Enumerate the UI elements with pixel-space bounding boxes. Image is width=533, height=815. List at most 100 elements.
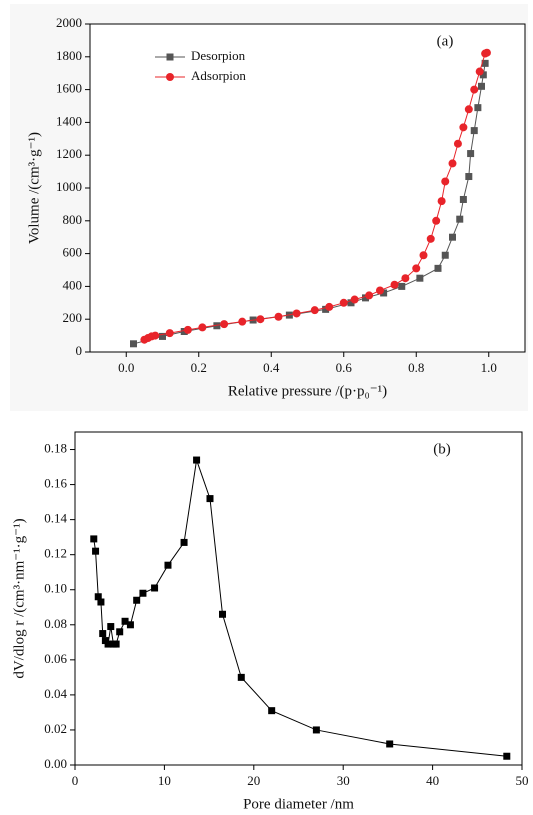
marker (325, 302, 334, 311)
marker (419, 251, 428, 260)
legend-label: Adsorpion (191, 68, 246, 83)
marker (380, 289, 388, 297)
x-tick-label: 50 (516, 773, 529, 788)
marker (350, 295, 359, 304)
marker (193, 456, 201, 464)
marker (376, 286, 384, 295)
marker (101, 637, 109, 645)
y-axis-label: Volume /(cm³·g⁻¹) (26, 132, 42, 244)
marker (292, 309, 301, 318)
y-tick-label: 0.18 (44, 441, 67, 456)
y-tick-label: 0.14 (44, 511, 67, 526)
marker (310, 306, 319, 315)
y-tick-label: 1800 (56, 48, 82, 63)
marker (104, 640, 112, 648)
marker (97, 598, 105, 606)
marker (99, 630, 107, 638)
marker (474, 104, 482, 112)
marker (362, 294, 369, 302)
marker (213, 322, 221, 330)
annotation: (b) (433, 441, 451, 457)
marker (130, 340, 137, 348)
marker (107, 623, 115, 631)
marker (268, 707, 276, 715)
marker (479, 71, 487, 79)
y-tick-label: 0.04 (44, 686, 67, 701)
marker (274, 312, 283, 321)
y-tick-label: 1000 (56, 179, 82, 194)
marker (347, 299, 355, 307)
marker (441, 251, 449, 259)
y-tick-label: 600 (63, 245, 83, 260)
y-tick-label: 0.06 (44, 651, 67, 666)
series-line (144, 52, 488, 341)
x-tick-label: 0.2 (191, 360, 207, 375)
marker (126, 621, 134, 629)
marker (426, 234, 435, 243)
marker (441, 177, 450, 186)
y-tick-label: 0.00 (44, 756, 67, 771)
marker (470, 127, 478, 135)
marker (481, 59, 489, 67)
marker (183, 325, 192, 334)
marker (206, 495, 214, 503)
y-tick-label: 2000 (56, 15, 82, 30)
marker (133, 596, 141, 604)
annotation: (a) (437, 33, 454, 49)
marker (151, 584, 159, 592)
marker (339, 298, 348, 307)
marker (151, 331, 160, 340)
marker (256, 315, 265, 324)
y-tick-label: 200 (63, 310, 83, 325)
x-tick-label: 0.4 (263, 360, 280, 375)
marker (398, 282, 406, 290)
marker (139, 589, 147, 597)
y-tick-label: 1400 (56, 113, 82, 128)
marker (112, 640, 120, 648)
plot-area (89, 23, 526, 353)
marker (453, 139, 462, 148)
marker (365, 291, 374, 300)
x-tick-label: 0.8 (408, 360, 424, 375)
marker (90, 535, 98, 543)
x-axis-label: Pore diameter /nm (243, 796, 354, 812)
marker (165, 329, 174, 338)
marker (180, 538, 188, 546)
marker (412, 264, 421, 273)
x-tick-label: 30 (337, 773, 350, 788)
y-tick-label: 0.02 (44, 721, 67, 736)
y-tick-label: 0 (76, 343, 83, 358)
marker (238, 317, 247, 326)
marker (416, 274, 424, 282)
marker (459, 195, 467, 203)
marker (390, 280, 399, 289)
marker (219, 610, 227, 618)
marker (437, 197, 446, 206)
marker (448, 159, 457, 168)
y-tick-label: 800 (63, 212, 83, 227)
y-tick-label: 0.12 (44, 546, 67, 561)
marker (503, 752, 511, 760)
marker (237, 673, 245, 681)
marker (401, 274, 410, 283)
marker (220, 320, 229, 329)
y-axis-label: dV/dlog r /(cm³·nm⁻¹·g⁻¹) (11, 518, 27, 678)
y-tick-label: 1200 (56, 146, 82, 161)
marker (467, 150, 475, 158)
marker (322, 305, 330, 313)
marker (482, 48, 491, 57)
marker (475, 67, 484, 76)
marker (465, 173, 473, 181)
marker (166, 53, 174, 61)
x-tick-label: 0.0 (118, 360, 134, 375)
marker (449, 233, 456, 241)
plot-area (74, 431, 523, 766)
x-tick-label: 10 (158, 773, 171, 788)
marker (312, 726, 320, 734)
marker (198, 323, 207, 332)
marker (464, 105, 473, 114)
x-tick-label: 1.0 (481, 360, 497, 375)
y-tick-label: 0.10 (44, 581, 67, 596)
x-tick-label: 0.6 (336, 360, 353, 375)
